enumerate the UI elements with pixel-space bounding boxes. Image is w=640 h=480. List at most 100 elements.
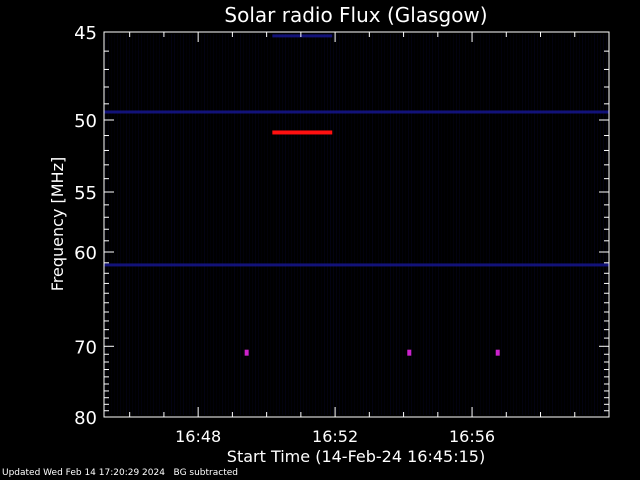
x-axis: 16:48 16:52 16:56: [129, 32, 610, 446]
spot-feature: [495, 349, 500, 356]
noise-column: [282, 34, 283, 415]
noise-column: [300, 34, 301, 415]
noise-column: [573, 34, 574, 415]
noise-column: [138, 34, 139, 415]
noise-column: [186, 34, 187, 415]
y-tick-label: 70: [74, 337, 97, 358]
noise-column: [330, 34, 331, 415]
noise-column: [579, 34, 580, 415]
noise-column: [354, 34, 355, 415]
noise-column: [276, 34, 277, 415]
noise-column: [483, 34, 484, 415]
noise-column: [114, 34, 115, 415]
noise-column: [144, 34, 145, 415]
noise-column: [435, 34, 436, 415]
noise-column: [201, 34, 202, 415]
x-tick-label: 16:52: [312, 427, 358, 446]
y-axis: 45 50 55 60 70 80: [74, 23, 609, 429]
noise-column: [450, 34, 451, 415]
noise-column: [228, 34, 229, 415]
noise-column: [471, 34, 472, 415]
noise-column: [141, 34, 142, 415]
noise-column: [414, 34, 415, 415]
footer-updated: Updated Wed Feb 14 17:20:29 2024: [2, 468, 165, 478]
noise-column: [135, 34, 136, 415]
noise-column: [231, 34, 232, 415]
noise-column: [387, 34, 388, 415]
noise-column: [270, 34, 271, 415]
noise-column: [210, 34, 211, 415]
noise-column: [384, 34, 385, 415]
plot-frame: [103, 31, 610, 418]
noise-column: [273, 34, 274, 415]
noise-column: [429, 34, 430, 415]
noise-column: [411, 34, 412, 415]
noise-column: [528, 34, 529, 415]
noise-column: [192, 34, 193, 415]
noise-column: [168, 34, 169, 415]
noise-column: [453, 34, 454, 415]
noise-column: [147, 34, 148, 415]
noise-column: [321, 34, 322, 415]
x-tick-label: 16:48: [175, 427, 221, 446]
noise-column: [240, 34, 241, 415]
noise-column: [120, 34, 121, 415]
noise-column: [324, 34, 325, 415]
noise-column: [594, 34, 595, 415]
noise-column: [357, 34, 358, 415]
noise-column: [153, 34, 154, 415]
noise-column: [255, 34, 256, 415]
noise-column: [174, 34, 175, 415]
noise-column: [402, 34, 403, 415]
noise-column: [219, 34, 220, 415]
noise-column: [564, 34, 565, 415]
noise-column: [597, 34, 598, 415]
noise-column: [360, 34, 361, 415]
noise-column: [264, 34, 265, 415]
noise-column: [156, 34, 157, 415]
noise-column: [216, 34, 217, 415]
noise-column: [348, 34, 349, 415]
noise-column: [459, 34, 460, 415]
noise-column: [111, 34, 112, 415]
noise-column: [366, 34, 367, 415]
noise-column: [237, 34, 238, 415]
noise-column: [198, 34, 199, 415]
chart-title: Solar radio Flux (Glasgow): [224, 3, 487, 27]
noise-column: [336, 34, 337, 415]
noise-column: [423, 34, 424, 415]
noise-column: [351, 34, 352, 415]
noise-column: [297, 34, 298, 415]
noise-column: [498, 34, 499, 415]
noise-column: [492, 34, 493, 415]
noise-column: [207, 34, 208, 415]
noise-column: [252, 34, 253, 415]
noise-column: [399, 34, 400, 415]
noise-column: [189, 34, 190, 415]
noise-column: [315, 34, 316, 415]
noise-column: [171, 34, 172, 415]
y-tick-label: 60: [74, 243, 97, 264]
noise-column: [243, 34, 244, 415]
noise-column: [588, 34, 589, 415]
noise-column: [531, 34, 532, 415]
y-tick-label: 55: [74, 183, 97, 204]
noise-column: [225, 34, 226, 415]
band-feature: [272, 34, 333, 38]
noise-column: [534, 34, 535, 415]
noise-column: [303, 34, 304, 415]
noise-column: [393, 34, 394, 415]
noise-column: [108, 34, 109, 415]
noise-column: [561, 34, 562, 415]
noise-column: [150, 34, 151, 415]
y-tick-label: 45: [74, 23, 97, 44]
noise-column: [585, 34, 586, 415]
noise-column: [306, 34, 307, 415]
noise-column: [234, 34, 235, 415]
noise-column: [381, 34, 382, 415]
noise-column: [477, 34, 478, 415]
noise-column: [333, 34, 334, 415]
noise-column: [162, 34, 163, 415]
noise-column: [606, 34, 607, 415]
